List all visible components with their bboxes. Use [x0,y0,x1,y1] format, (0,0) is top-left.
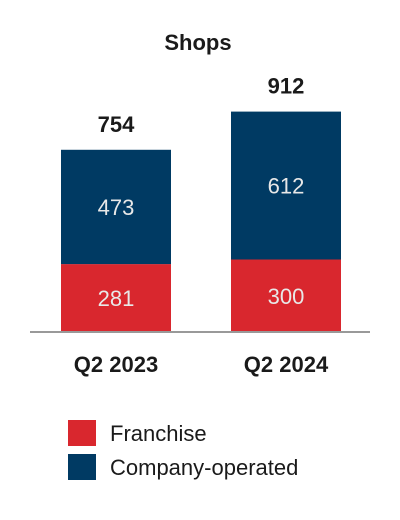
data-label-company-operated-2: 612 [268,174,305,199]
chart-title: Shops [164,30,231,55]
legend-swatch-franchise [68,420,96,446]
data-label-franchise-1: 281 [98,286,135,311]
bar-segment-franchise-2 [231,259,341,332]
data-label-franchise-2: 300 [268,284,305,309]
bars-group: 281 473 754 Q2 2023 300 612 912 Q2 2024 [61,74,341,377]
legend-swatch-company-operated [68,454,96,480]
bar-segment-franchise-1 [61,264,171,332]
legend: Franchise Company-operated [68,420,298,480]
bar-segment-company-operated-2 [231,111,341,260]
category-label-1: Q2 2023 [74,352,158,377]
legend-label-company-operated: Company-operated [110,455,298,480]
total-label-1: 754 [98,112,135,137]
legend-label-franchise: Franchise [110,421,207,446]
bar-segment-company-operated-1 [61,149,171,265]
data-label-company-operated-1: 473 [98,195,135,220]
total-label-2: 912 [268,74,305,99]
category-label-2: Q2 2024 [244,352,329,377]
